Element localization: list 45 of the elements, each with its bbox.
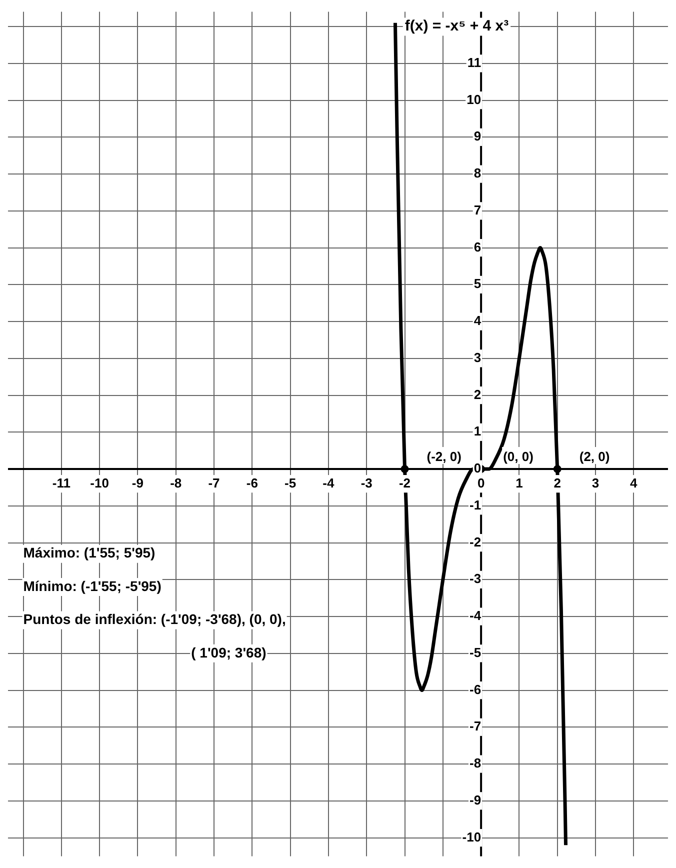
x-tick-label: -4 (322, 475, 336, 490)
annotation: Máximo: (1'55; 5'95) (23, 544, 156, 561)
y-tick-label: 8 (474, 166, 482, 181)
y-tick-label: -1 (470, 497, 482, 512)
annotation: (-2, 0) (426, 449, 462, 464)
y-tick-label: -7 (470, 718, 482, 734)
y-tick-label: -10 (462, 829, 482, 844)
x-tick-label: 2 (554, 475, 561, 490)
y-tick-label: -8 (470, 756, 482, 771)
x-tick-label: 1 (516, 475, 523, 490)
annotation: (2, 0) (579, 449, 610, 464)
y-tick-label: 10 (466, 92, 482, 107)
line-series (393, 21, 568, 847)
y-tick-label: 2 (474, 386, 482, 402)
x-tick-label: -3 (360, 475, 372, 490)
y-tick-label: 7 (474, 202, 482, 218)
y-tick-label: 11 (467, 55, 482, 70)
y-tick-label: -4 (470, 608, 482, 624)
x-tick-label: -11 (52, 475, 70, 490)
x-tick-label: -5 (284, 475, 296, 490)
x-tick-label: 4 (630, 475, 638, 490)
x-tick-label: -8 (170, 475, 182, 490)
y-tick-label: 9 (474, 128, 482, 144)
y-tick-label: 3 (474, 350, 482, 365)
y-tick-label: -3 (470, 571, 482, 586)
x-tick-label: -9 (132, 475, 144, 490)
y-tick-label: 1 (474, 424, 482, 439)
x-tick-label: -10 (90, 475, 109, 490)
y-tick-label: -2 (470, 534, 482, 550)
x-tick-label: -7 (208, 475, 220, 490)
annotation: Puntos de inflexión: (-1'09; -3'68), (0, 0), (23, 611, 286, 628)
x-tick-label: 3 (592, 475, 600, 490)
y-tick-label: 5 (474, 276, 482, 292)
y-tick-label: 0 (474, 460, 482, 476)
y-tick-label: 6 (474, 239, 482, 254)
annotation: (0, 0) (503, 449, 534, 464)
y-tick-label: 4 (474, 313, 482, 328)
x-tick-label: -2 (398, 475, 411, 490)
y-tick-label: -6 (470, 682, 482, 697)
y-tick-label: -5 (470, 644, 482, 660)
annotation: Mínimo: (-1'55; -5'95) (23, 578, 162, 594)
series-label: f(x) = -x⁵ + 4 x³ (404, 17, 509, 34)
annotation: ( 1'09; 3'68) (191, 644, 266, 660)
y-tick-label: -9 (470, 792, 482, 808)
x-tick-label: -6 (246, 475, 258, 490)
